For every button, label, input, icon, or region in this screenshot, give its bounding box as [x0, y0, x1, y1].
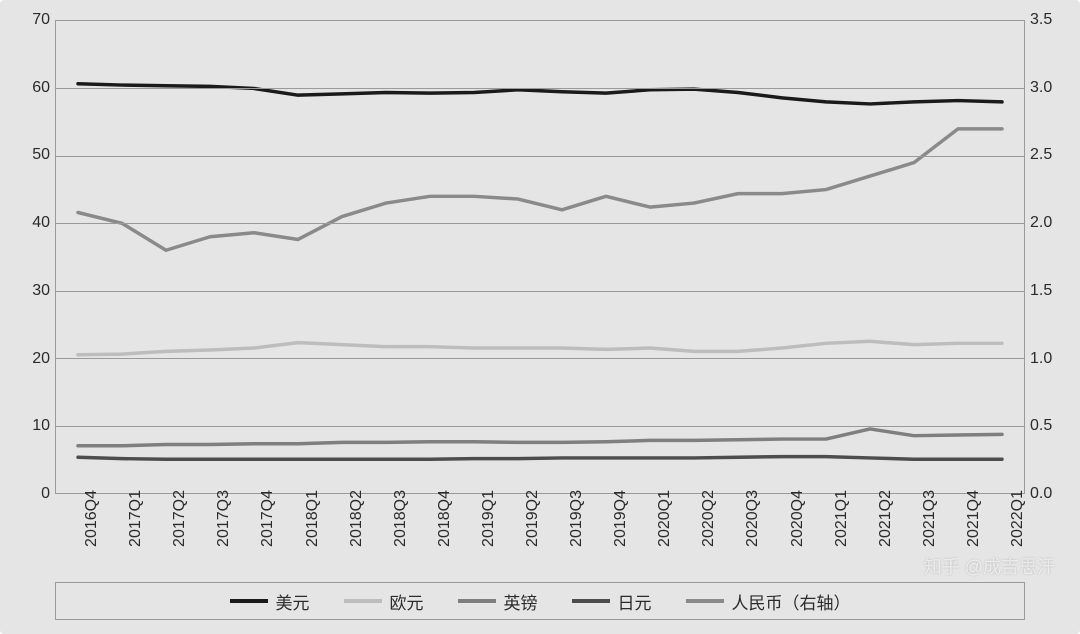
y-right-tick: 0.0: [1030, 485, 1052, 503]
x-tick: 2016Q4: [83, 490, 101, 547]
x-tick: 2021Q3: [921, 490, 939, 547]
legend-label: 欧元: [390, 589, 424, 614]
legend-swatch: [686, 599, 724, 603]
x-tick: 2019Q1: [480, 490, 498, 547]
legend-label: 美元: [276, 589, 310, 614]
x-tick: 2019Q3: [568, 490, 586, 547]
y-left-tick: 20: [32, 350, 50, 368]
x-tick: 2018Q4: [436, 490, 454, 547]
legend-swatch: [572, 599, 610, 603]
legend-label: 日元: [618, 589, 652, 614]
x-tick: 2017Q1: [127, 490, 145, 547]
legend-label: 英镑: [504, 589, 538, 614]
x-tick: 2018Q2: [348, 490, 366, 547]
legend-label: 人民币（右轴）: [732, 589, 851, 614]
x-tick: 2021Q1: [833, 490, 851, 547]
gridline: [56, 426, 1024, 427]
y-left-tick: 60: [32, 79, 50, 97]
x-tick: 2018Q1: [304, 490, 322, 547]
x-tick: 2022Q1: [1009, 490, 1027, 547]
currency-reserve-chart: 0 10 20 30 40 50 60 70 0.0 0.5 1.0 1.5 2.0 2.5 3.0 3.5…: [0, 0, 1080, 634]
legend-item: 美元: [230, 589, 310, 614]
y-axis-right: 0.00.51.01.52.02.53.03.5: [1030, 20, 1065, 494]
x-tick: 2017Q4: [259, 490, 277, 547]
y-right-tick: 2.0: [1030, 214, 1052, 232]
y-left-tick: 0: [41, 485, 50, 503]
x-tick: 2021Q2: [877, 490, 895, 547]
gridline: [56, 88, 1024, 89]
y-left-tick: 40: [32, 214, 50, 232]
y-right-tick: 3.5: [1030, 11, 1052, 29]
series-line: [78, 129, 1002, 250]
legend-item: 英镑: [458, 589, 538, 614]
series-line: [78, 84, 1002, 104]
legend-item: 欧元: [344, 589, 424, 614]
x-axis: 2016Q4 2017Q1 2017Q2 2017Q3 2017Q4 2018Q1 2018…: [55, 484, 1025, 564]
gridline: [56, 358, 1024, 359]
x-tick: 2018Q3: [392, 490, 410, 547]
x-tick: 2017Q3: [215, 490, 233, 547]
y-right-tick: 2.5: [1030, 146, 1052, 164]
gridline: [56, 291, 1024, 292]
gridline: [56, 156, 1024, 157]
y-axis-left: 010203040506070: [15, 20, 50, 494]
x-tick: 2021Q4: [965, 490, 983, 547]
y-left-tick: 70: [32, 11, 50, 29]
x-tick: 2020Q3: [744, 490, 762, 547]
x-tick: 2020Q2: [700, 490, 718, 547]
y-left-tick: 30: [32, 282, 50, 300]
series-line: [78, 457, 1002, 460]
x-tick: 2017Q2: [171, 490, 189, 547]
legend-swatch: [344, 599, 382, 603]
legend-swatch: [230, 599, 268, 603]
x-tick: 2019Q4: [612, 490, 630, 547]
legend-item: 人民币（右轴）: [686, 589, 851, 614]
series-line: [78, 341, 1002, 354]
x-tick: 2019Q2: [524, 490, 542, 547]
y-right-tick: 1.5: [1030, 282, 1052, 300]
gridline: [56, 223, 1024, 224]
legend-swatch: [458, 599, 496, 603]
x-tick: 2020Q4: [789, 490, 807, 547]
legend: 美元 欧元 英镑 日元 人民币（右轴）: [55, 582, 1025, 620]
x-tick: 2020Q1: [656, 490, 674, 547]
legend-item: 日元: [572, 589, 652, 614]
y-right-tick: 1.0: [1030, 350, 1052, 368]
line-layer: [56, 21, 1024, 493]
y-left-tick: 10: [32, 417, 50, 435]
series-line: [78, 429, 1002, 446]
y-left-tick: 50: [32, 146, 50, 164]
plot-area: [55, 20, 1025, 494]
y-right-tick: 3.0: [1030, 79, 1052, 97]
y-right-tick: 0.5: [1030, 417, 1052, 435]
